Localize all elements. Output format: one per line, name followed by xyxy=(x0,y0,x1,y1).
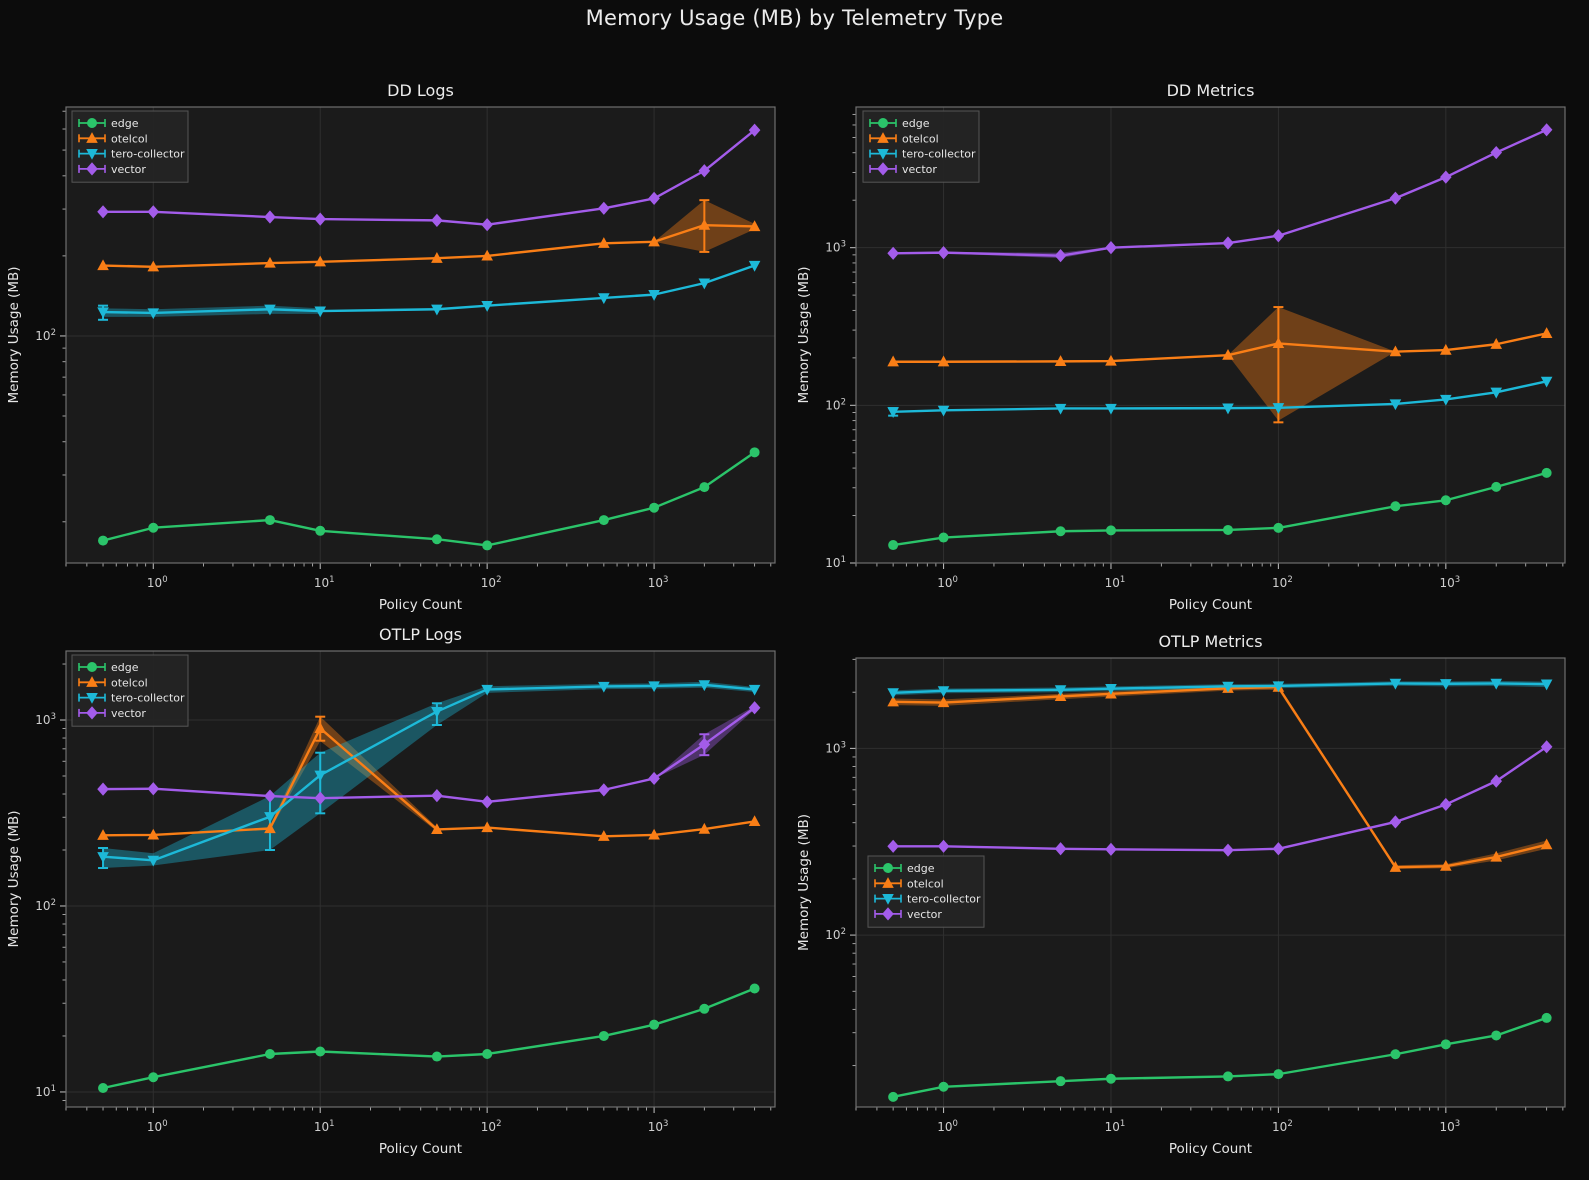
series-otelcol xyxy=(97,218,761,272)
svg-text:102: 102 xyxy=(825,397,846,412)
legend: edge otelcol tero-collector vector xyxy=(862,110,980,183)
svg-text:102: 102 xyxy=(481,575,502,590)
svg-text:102: 102 xyxy=(1272,1119,1293,1134)
subplot-title: DD Metrics xyxy=(1167,81,1255,100)
legend-label-vector: vector xyxy=(902,163,937,176)
svg-text:103: 103 xyxy=(1439,575,1460,590)
svg-text:102: 102 xyxy=(35,898,56,913)
svg-text:103: 103 xyxy=(1439,1119,1460,1134)
series-otelcol xyxy=(97,722,761,841)
svg-text:101: 101 xyxy=(35,1084,56,1099)
legend: edge otelcol tero-collector vector xyxy=(867,855,985,928)
legend-label-tero-collector: tero-collector xyxy=(907,893,981,906)
chart-otlp-metrics: 100 101 102 103 102 103 OTLP Metrics Policy Cou… xyxy=(796,632,1566,1157)
legend-label-otelcol: otelcol xyxy=(902,132,939,145)
legend-label-otelcol: otelcol xyxy=(907,877,944,890)
x-axis-label: Policy Count xyxy=(1169,597,1252,613)
x-axis-label: Policy Count xyxy=(379,1141,462,1157)
svg-text:101: 101 xyxy=(314,1119,335,1134)
figure-title: Memory Usage (MB) by Telemetry Type xyxy=(585,6,1004,30)
legend-label-otelcol: otelcol xyxy=(111,132,148,145)
series-tero-collector xyxy=(97,260,761,320)
series-vector xyxy=(887,740,1553,857)
legend-label-vector: vector xyxy=(907,908,942,921)
svg-text:103: 103 xyxy=(825,240,846,255)
series-edge xyxy=(98,447,760,551)
subplot-title: DD Logs xyxy=(387,81,454,100)
svg-text:102: 102 xyxy=(35,328,56,343)
series-tero-collector xyxy=(887,678,1553,700)
series-tero-collector xyxy=(97,680,761,867)
chart-otlp-logs: 100 101 102 103 101 102 103 OTLP Logs Policy Cou… xyxy=(6,625,776,1157)
svg-text:100: 100 xyxy=(937,575,958,590)
x-axis-label: Policy Count xyxy=(1169,1141,1252,1157)
chart-dd-metrics: 100 101 102 103 101 102 103 DD Metrics Policy Co… xyxy=(796,81,1566,613)
legend-label-edge: edge xyxy=(902,117,930,130)
svg-text:100: 100 xyxy=(147,1119,168,1134)
legend-label-tero-collector: tero-collector xyxy=(111,148,185,161)
legend: edge otelcol tero-collector vector xyxy=(71,654,189,727)
legend-label-edge: edge xyxy=(111,117,139,130)
y-axis-label: Memory Usage (MB) xyxy=(6,811,22,948)
legend: edge otelcol tero-collector vector xyxy=(71,110,189,183)
svg-text:101: 101 xyxy=(1105,575,1126,590)
y-axis-label: Memory Usage (MB) xyxy=(796,267,812,404)
series-tero-collector xyxy=(887,376,1553,418)
series-vector xyxy=(97,123,761,232)
svg-text:101: 101 xyxy=(1105,1119,1126,1134)
legend-label-otelcol: otelcol xyxy=(111,676,148,689)
series-vector xyxy=(887,123,1553,263)
series-vector xyxy=(97,701,761,809)
subplot-title: OTLP Logs xyxy=(379,625,462,644)
svg-text:102: 102 xyxy=(825,927,846,942)
svg-text:102: 102 xyxy=(481,1119,502,1134)
x-axis-label: Policy Count xyxy=(379,597,462,613)
svg-text:102: 102 xyxy=(1272,575,1293,590)
series-edge xyxy=(888,1012,1552,1102)
legend-label-tero-collector: tero-collector xyxy=(111,692,185,705)
svg-text:101: 101 xyxy=(825,555,846,570)
series-edge xyxy=(888,467,1552,551)
series-otelcol xyxy=(887,327,1553,367)
svg-text:101: 101 xyxy=(314,575,335,590)
svg-text:100: 100 xyxy=(937,1119,958,1134)
svg-text:103: 103 xyxy=(825,740,846,755)
legend-label-edge: edge xyxy=(907,862,935,875)
chart-dd-logs: 100 101 102 103 102 DD Logs Policy Count Memory… xyxy=(6,81,776,613)
svg-text:103: 103 xyxy=(648,575,669,590)
svg-text:100: 100 xyxy=(147,575,168,590)
legend-label-edge: edge xyxy=(111,661,139,674)
svg-text:103: 103 xyxy=(648,1119,669,1134)
series-edge xyxy=(98,983,760,1094)
svg-text:103: 103 xyxy=(35,712,56,727)
legend-label-tero-collector: tero-collector xyxy=(902,148,976,161)
subplot-title: OTLP Metrics xyxy=(1158,632,1262,651)
legend-label-vector: vector xyxy=(111,707,146,720)
y-axis-label: Memory Usage (MB) xyxy=(6,267,22,404)
legend-label-vector: vector xyxy=(111,163,146,176)
y-axis-label: Memory Usage (MB) xyxy=(796,814,812,951)
